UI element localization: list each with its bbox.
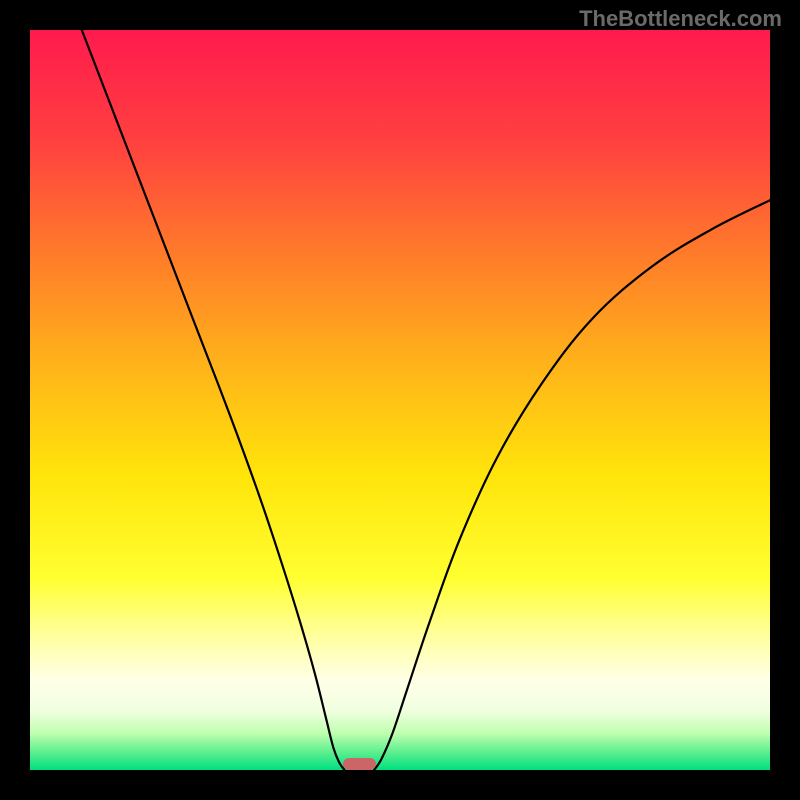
watermark-text: TheBottleneck.com bbox=[579, 6, 782, 32]
right-curve bbox=[374, 200, 770, 770]
minimum-marker bbox=[343, 758, 376, 770]
plot-area bbox=[30, 30, 770, 770]
curve-overlay bbox=[30, 30, 770, 770]
chart-container: TheBottleneck.com bbox=[0, 0, 800, 800]
left-curve bbox=[82, 30, 345, 770]
